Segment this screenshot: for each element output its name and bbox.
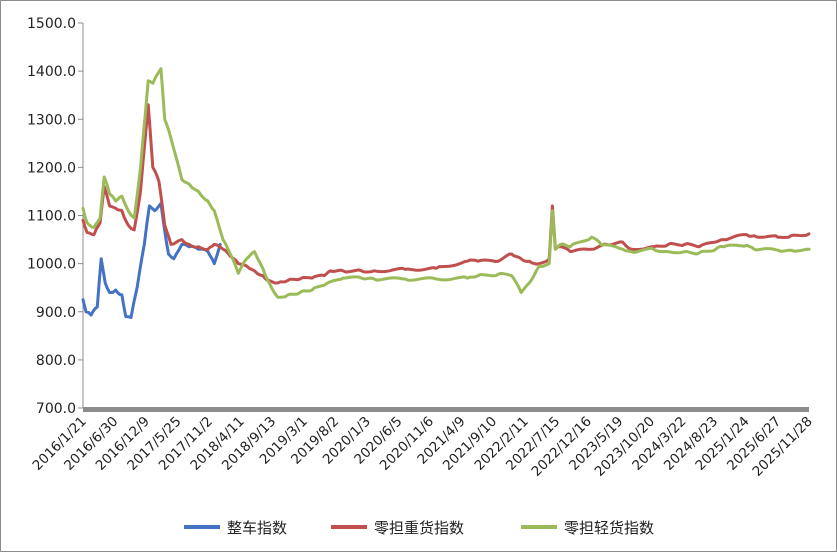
legend-label: 整车指数 — [227, 519, 287, 537]
x-axis-line — [83, 407, 809, 412]
y-tick-label: 1500.0 — [27, 16, 76, 32]
series-ltl-heavy-line — [81, 103, 811, 285]
legend-label: 零担轻货指数 — [564, 519, 654, 537]
legend: 整车指数 零担重货指数 零担轻货指数 — [184, 519, 654, 537]
legend-label: 零担重货指数 — [374, 519, 464, 537]
y-tick-label: 1400.0 — [27, 64, 76, 80]
series-lines — [81, 67, 811, 319]
y-tick-label: 700.0 — [36, 401, 76, 417]
series-ltl-light-line — [81, 67, 811, 299]
y-tick-label: 900.0 — [36, 305, 76, 321]
y-tick-label: 1200.0 — [27, 160, 76, 176]
y-tick-label: 1300.0 — [27, 112, 76, 128]
x-axis: 2016/1/212016/6/302016/12/92017/5/252017… — [30, 407, 816, 480]
y-axis: 700.0 800.0 900.0 1000.0 1100.0 1200.0 1300.0 1… — [27, 16, 84, 417]
y-tick-label: 800.0 — [36, 353, 76, 369]
y-tick-label: 1100.0 — [27, 209, 76, 225]
series-whole-truck-line — [81, 202, 222, 319]
y-tick-label: 1000.0 — [27, 257, 76, 273]
